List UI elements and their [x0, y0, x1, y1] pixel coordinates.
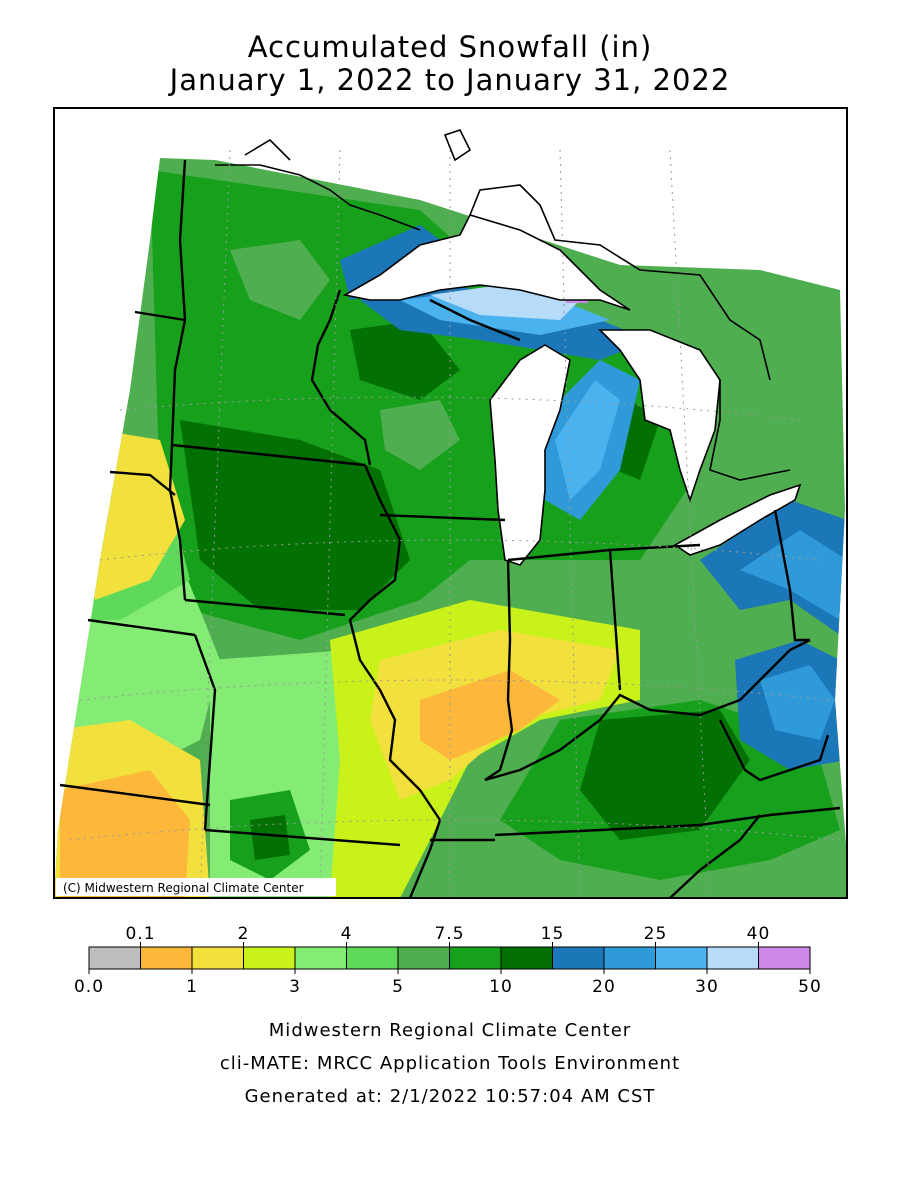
legend-swatch-9	[552, 946, 605, 970]
great-lakes	[342, 214, 802, 566]
copyright-box	[56, 878, 336, 896]
legend-lower-label: 1	[186, 977, 198, 997]
legend-swatch-8	[500, 946, 553, 970]
legend-lower-label: 50	[798, 977, 822, 997]
footer-org: Midwestern Regional Climate Center	[268, 1020, 632, 1041]
legend-upper-label: 40	[747, 924, 771, 944]
legend-upper-label: 2	[238, 924, 250, 944]
legend-swatch-0	[88, 946, 141, 970]
copyright-text: (C) Midwestern Regional Climate Center	[63, 881, 304, 895]
legend-swatch-13	[758, 946, 811, 970]
legend-upper-label: 7.5	[434, 924, 464, 944]
legend-lower-label: 0.0	[74, 977, 104, 997]
state-borders	[59, 159, 841, 898]
legend-lower-label: 30	[695, 977, 719, 997]
legend-upper-label: 25	[644, 924, 668, 944]
legend-swatch-4	[294, 946, 347, 970]
map-date-range: January 1, 2022 to January 31, 2022	[169, 63, 731, 97]
legend-swatch-5	[346, 946, 399, 970]
legend-upper-label: 4	[341, 924, 353, 944]
legend-swatch-1	[140, 946, 193, 970]
legend-swatch-12	[706, 946, 759, 970]
map-panel: (C) Midwestern Regional Climate Center	[53, 107, 848, 899]
graticule	[69, 149, 841, 898]
footer-app: cli-MATE: MRCC Application Tools Environ…	[219, 1053, 681, 1074]
legend-swatch-2	[191, 946, 244, 970]
legend: 0.1 2 4 7.5 15 25 40 0.0 1 3 5 10 20 30 50	[74, 924, 822, 997]
legend-swatch-11	[655, 946, 708, 970]
canada-outline	[215, 129, 791, 481]
legend-swatch-10	[603, 946, 656, 970]
legend-lower-label: 5	[392, 977, 404, 997]
map-title: Accumulated Snowfall (in)	[247, 30, 653, 64]
legend-upper-label: 0.1	[125, 924, 155, 944]
footer-generated: Generated at: 2/1/2022 10:57:04 AM CST	[244, 1086, 656, 1107]
legend-lower-label: 3	[289, 977, 301, 997]
legend-lower-label: 20	[592, 977, 616, 997]
legend-swatch-3	[243, 946, 296, 970]
legend-lower-label: 10	[489, 977, 513, 997]
legend-upper-label: 15	[541, 924, 565, 944]
legend-swatch-6	[397, 946, 450, 970]
legend-swatch-7	[449, 946, 502, 970]
